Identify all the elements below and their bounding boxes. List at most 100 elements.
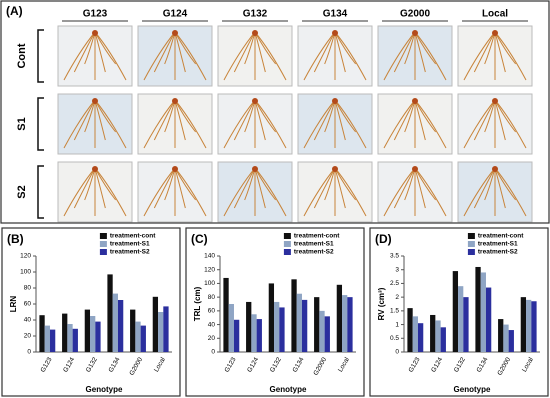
root-strand (303, 99, 336, 149)
genotype-label: Local (482, 9, 508, 20)
root-strand (334, 167, 367, 217)
root-strand (223, 99, 256, 149)
bar (347, 297, 353, 352)
legend-swatch (99, 233, 107, 239)
legend-label: treatment-cont (478, 233, 524, 240)
bar (135, 321, 141, 352)
root-crown (92, 98, 98, 104)
root-strand (494, 167, 527, 217)
bar (140, 325, 146, 352)
y-tick-label: 1.5 (390, 308, 399, 315)
bar (475, 266, 481, 352)
root-strand (383, 31, 416, 81)
root-crown (492, 166, 498, 172)
legend-swatch (467, 233, 475, 239)
bar (463, 297, 469, 352)
bar (246, 301, 252, 352)
panel-label: (D) (375, 232, 392, 246)
root-strand (94, 167, 127, 217)
root-crown (92, 30, 98, 36)
genotype-label: G124 (163, 9, 188, 20)
bar (39, 315, 45, 352)
bar (268, 283, 275, 352)
root-strand (494, 99, 527, 149)
root-strand (223, 31, 256, 81)
bar (342, 295, 348, 352)
y-tick-label: 3 (395, 266, 399, 273)
legend-swatch (467, 241, 475, 247)
bar (279, 307, 285, 352)
y-axis-label: LRN (9, 296, 18, 313)
root-crown (172, 30, 178, 36)
bar (336, 284, 343, 352)
bracket (37, 29, 44, 83)
panel-label: (A) (6, 4, 23, 18)
root-strand (383, 167, 416, 217)
legend-label: treatment-S2 (294, 249, 334, 256)
root-crown (412, 30, 418, 36)
bar (508, 330, 514, 352)
root-crown (172, 98, 178, 104)
y-tick-label: 100 (20, 269, 31, 276)
y-tick-label: 60 (24, 301, 32, 308)
root-strand (143, 99, 176, 149)
y-tick-label: 0.5 (390, 335, 399, 342)
legend-swatch (467, 249, 475, 255)
root-strand (254, 167, 287, 217)
legend-label: treatment-S1 (478, 241, 518, 248)
legend-label: treatment-S2 (110, 249, 150, 256)
treatment-label: S2 (16, 185, 28, 198)
bar (498, 319, 504, 352)
y-tick-label: 2.5 (390, 280, 399, 287)
root-strand (303, 167, 336, 217)
bar (223, 277, 229, 352)
root-strand (143, 167, 176, 217)
bar (319, 310, 325, 352)
root-crown (252, 166, 258, 172)
y-tick-label: 120 (204, 266, 215, 273)
bracket (37, 97, 44, 151)
bar (417, 323, 424, 352)
root-strand (174, 99, 207, 149)
y-tick-label: 40 (208, 321, 216, 328)
y-tick-label: 80 (208, 294, 216, 301)
bar (274, 301, 280, 352)
y-tick-label: 40 (24, 317, 32, 324)
bar (90, 316, 96, 352)
y-tick-label: 0 (211, 349, 215, 356)
treatment-label: Cont (16, 43, 28, 68)
bar (526, 299, 532, 352)
legend-label: treatment-cont (294, 233, 340, 240)
y-tick-label: 120 (20, 253, 31, 260)
bar (291, 279, 297, 352)
root-crown (492, 30, 498, 36)
bar (452, 271, 459, 352)
legend-swatch (99, 241, 107, 247)
bar (301, 299, 308, 352)
bar (233, 319, 240, 352)
y-tick-label: 0 (395, 349, 399, 356)
bar (251, 314, 257, 352)
root-strand (334, 99, 367, 149)
root-strand (94, 31, 127, 81)
bar (503, 324, 509, 352)
bracket (37, 165, 44, 219)
bar (314, 297, 320, 352)
root-strand (254, 99, 287, 149)
bar (520, 297, 527, 352)
bar (112, 293, 118, 352)
root-strand (223, 167, 256, 217)
bar (72, 328, 78, 352)
root-strand (463, 99, 496, 149)
panel-label: (C) (191, 232, 208, 246)
root-crown (252, 30, 258, 36)
genotype-label: G2000 (400, 9, 430, 20)
bar (296, 293, 302, 352)
bar (440, 327, 446, 352)
bar (158, 312, 164, 352)
x-axis-label: Genotype (270, 385, 307, 394)
bar (228, 304, 234, 352)
panel-frame (1, 227, 181, 397)
root-crown (332, 98, 338, 104)
